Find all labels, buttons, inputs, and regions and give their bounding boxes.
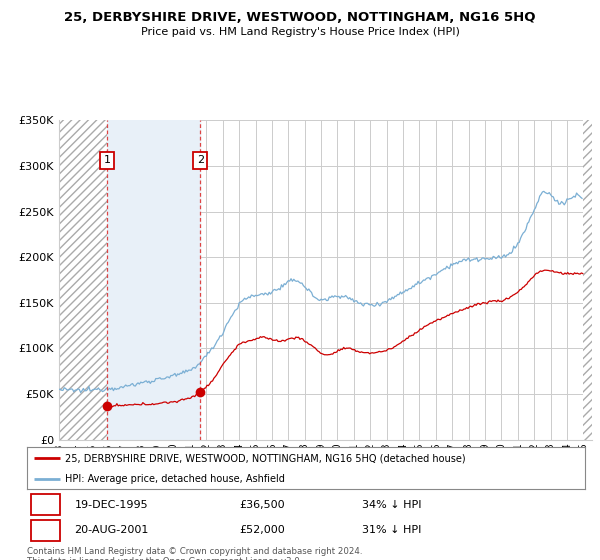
Text: 25, DERBYSHIRE DRIVE, WESTWOOD, NOTTINGHAM, NG16 5HQ: 25, DERBYSHIRE DRIVE, WESTWOOD, NOTTINGH… xyxy=(64,11,536,24)
Text: £52,000: £52,000 xyxy=(239,525,285,535)
Text: 34% ↓ HPI: 34% ↓ HPI xyxy=(362,500,421,510)
Text: HPI: Average price, detached house, Ashfield: HPI: Average price, detached house, Ashf… xyxy=(65,474,285,484)
Text: Price paid vs. HM Land Registry's House Price Index (HPI): Price paid vs. HM Land Registry's House … xyxy=(140,27,460,37)
Text: 1: 1 xyxy=(104,155,111,165)
FancyBboxPatch shape xyxy=(31,520,61,541)
Bar xyxy=(59,120,107,440)
Text: 31% ↓ HPI: 31% ↓ HPI xyxy=(362,525,421,535)
Text: Contains HM Land Registry data © Crown copyright and database right 2024.
This d: Contains HM Land Registry data © Crown c… xyxy=(27,547,362,560)
Text: 25, DERBYSHIRE DRIVE, WESTWOOD, NOTTINGHAM, NG16 5HQ (detached house): 25, DERBYSHIRE DRIVE, WESTWOOD, NOTTINGH… xyxy=(65,453,466,463)
Bar xyxy=(583,120,592,440)
Text: 2: 2 xyxy=(43,525,50,535)
Text: £36,500: £36,500 xyxy=(239,500,284,510)
Bar xyxy=(107,120,200,440)
Text: 20-AUG-2001: 20-AUG-2001 xyxy=(74,525,149,535)
FancyBboxPatch shape xyxy=(31,494,61,515)
Text: 2: 2 xyxy=(197,155,204,165)
Text: 19-DEC-1995: 19-DEC-1995 xyxy=(74,500,148,510)
Text: 1: 1 xyxy=(43,500,49,510)
